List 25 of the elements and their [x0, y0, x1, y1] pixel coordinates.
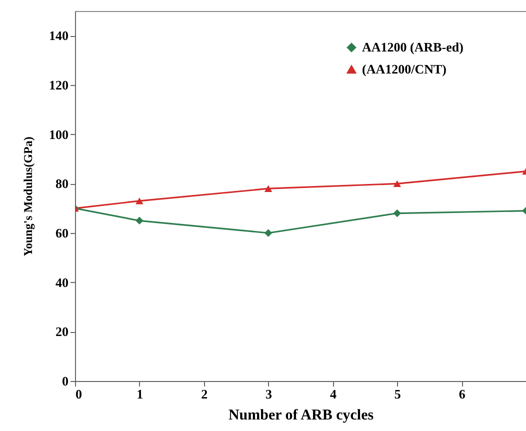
point: [264, 229, 272, 237]
x-tick-label: 0: [76, 386, 82, 402]
y-tick-label: 0: [62, 374, 68, 388]
x-tick-label: 5: [394, 386, 402, 402]
y-tick-label: 20: [56, 324, 68, 340]
y-tick-label: 140: [49, 28, 68, 44]
x-tick-label: 2: [201, 386, 208, 402]
y-tick-label: 80: [56, 176, 68, 192]
legend-label: AA1200 (ARB-ed): [362, 40, 464, 54]
y-tick-label: 40: [56, 274, 68, 290]
x-tick-label: 1: [136, 386, 144, 402]
x-axis-title: Number of ARB cycles: [228, 408, 374, 424]
x-tick-label: 6: [458, 386, 466, 402]
point: [264, 185, 272, 192]
x-tick-label: 3: [266, 386, 273, 402]
legend-label: (AA1200/CNT): [362, 62, 446, 76]
point: [393, 209, 402, 218]
y-tick-label: 120: [49, 78, 68, 92]
y-tick-label: 100: [49, 126, 68, 142]
y-axis-title: Young's Modulus(GPa): [21, 136, 35, 256]
x-tick-label: 4: [330, 386, 337, 402]
point: [136, 216, 144, 225]
point: [393, 180, 402, 188]
y-tick-label: 60: [56, 226, 68, 240]
point: [136, 198, 144, 204]
